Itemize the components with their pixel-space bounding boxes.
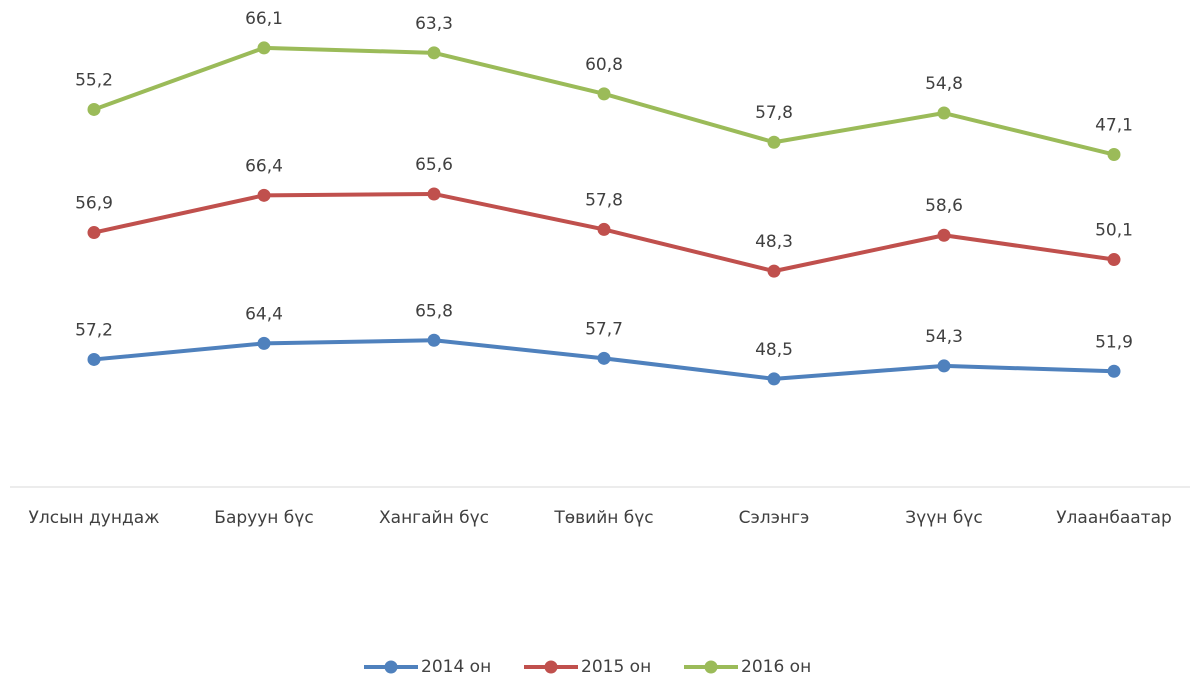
data-label: 66,4 [245,156,283,176]
x-tick-label: Улаанбаатар [1056,508,1172,528]
marker [1107,364,1121,378]
x-tick-label: Төвийн бүс [553,508,653,528]
legend-label: 2014 он [421,657,491,677]
data-label: 58,6 [925,196,963,216]
marker [767,264,781,278]
data-label: 65,6 [415,155,453,175]
data-label: 55,2 [75,70,113,90]
marker [937,106,951,120]
x-tick-label: Улсын дундаж [29,508,160,528]
data-label: 56,9 [75,194,113,214]
x-tick-label: Сэлэнгэ [739,508,810,528]
marker [427,333,441,347]
x-tick-label: Хангайн бүс [379,508,489,528]
x-tick-label: Зүүн бүс [905,508,982,528]
legend-label: 2015 он [581,657,651,677]
marker [427,187,441,201]
data-label: 57,8 [755,103,793,123]
data-label: 50,1 [1095,221,1133,241]
data-label: 54,8 [925,74,963,94]
data-label: 48,3 [755,232,793,252]
data-label: 54,3 [925,327,963,347]
marker [597,87,611,101]
x-tick-label: Баруун бүс [214,508,313,528]
marker [257,336,271,350]
data-label: 57,8 [585,190,623,210]
marker [937,228,951,242]
marker [87,226,101,240]
marker [767,372,781,386]
data-label: 48,5 [755,340,793,360]
marker [257,188,271,202]
marker [427,46,441,60]
legend-label: 2016 он [741,657,811,677]
data-label: 63,3 [415,14,453,34]
marker [1107,148,1121,162]
data-label: 47,1 [1095,116,1133,136]
data-label: 60,8 [585,55,623,75]
data-label: 64,4 [245,304,283,324]
data-label: 66,1 [245,9,283,29]
marker [257,41,271,55]
marker [767,135,781,149]
marker [1107,253,1121,267]
data-label: 57,2 [75,320,113,340]
legend-marker [704,660,718,674]
data-label: 57,7 [585,319,623,339]
legend-marker [544,660,558,674]
marker [597,351,611,365]
marker [87,102,101,116]
marker [597,222,611,236]
marker [937,359,951,373]
legend-marker [384,660,398,674]
data-label: 65,8 [415,301,453,321]
data-label: 51,9 [1095,332,1133,352]
marker [87,352,101,366]
